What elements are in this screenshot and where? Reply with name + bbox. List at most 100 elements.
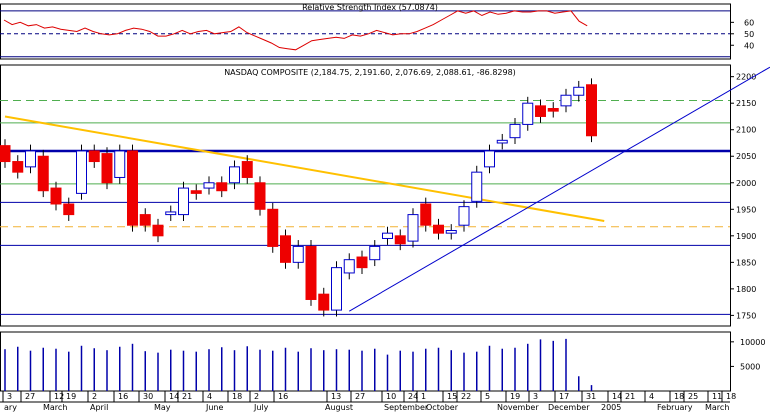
x-day-label: 27 [25,392,35,401]
candle-body [203,182,215,189]
volume-frame [0,331,731,392]
candle-body [343,259,355,274]
candle-body [445,230,457,234]
rsi-frame [0,3,731,60]
candle-body [573,86,585,96]
x-day-label: 16 [278,392,288,401]
x-day-label: 16 [118,392,128,401]
x-day-label: 19 [510,392,520,401]
x-day-label: 18 [232,392,242,401]
rsi-line [3,10,588,51]
candle-body [407,214,419,242]
candle-body [127,150,138,226]
candle-body [190,190,202,194]
candle-body [0,145,11,163]
candle-body [139,214,151,226]
x-day-label: 1 [421,392,426,401]
price-tick-label: 1950 [736,205,756,214]
candle-body [280,235,291,263]
x-day-label: 4 [649,392,654,401]
candle-body [76,150,87,194]
x-day-label: 15 [447,392,457,401]
x-day-label: 4 [207,392,212,401]
candle-body [63,203,75,216]
candle-body [178,187,189,216]
x-day-label: 22 [461,392,471,401]
candle-body [484,150,495,168]
candle-body [267,208,279,247]
x-month-label: March [43,403,67,412]
price-tick-label: 2050 [736,152,756,161]
x-day-label: 19 [66,392,76,401]
x-month-label: 2005 [601,403,621,412]
x-day-label: 3 [533,392,538,401]
x-month-label: July [253,403,269,412]
candle-body [229,166,240,184]
candle-body [394,235,406,245]
candle-body [37,155,49,192]
trendline [348,66,770,312]
x-day-label: 27 [355,392,365,401]
x-day-label: 18 [674,392,684,401]
rsi-tick-label: 60 [744,18,754,27]
price-tick-label: 1800 [736,285,756,294]
x-month-label: October [426,403,459,412]
x-day-label: 30 [143,392,153,401]
x-day-label: 2 [92,392,97,401]
x-day-label: 17 [559,392,569,401]
candle-body [216,182,228,192]
candle-body [318,293,330,311]
x-day-label: 18 [726,392,736,401]
x-day-label: 14 [169,392,179,401]
x-day-label: 25 [688,392,698,401]
candle-body [241,161,253,178]
x-month-label: May [154,403,171,412]
volume-tick-label: 5000 [740,362,760,371]
candle-body [433,224,444,234]
candle-body [165,211,177,216]
candle-body [496,139,508,144]
candle-body [292,245,304,263]
x-month-label: December [548,403,590,412]
candle-body [560,94,572,107]
x-day-label: 12 [54,392,64,401]
price-tick-label: 1850 [736,258,756,267]
price-tick-label: 1900 [736,232,756,241]
x-day-label: 24 [408,392,418,401]
candle-body [382,232,393,239]
candle-body [509,123,521,139]
candle-body [88,150,100,163]
x-day-label: 14 [612,392,622,401]
price-tick-label: 2100 [736,126,756,135]
x-day-label: 21 [625,392,635,401]
price-tick-label: 1750 [736,311,756,320]
rsi-tick-label: 40 [744,41,754,50]
price-tick-label: 2150 [736,99,756,108]
price-tick-label: 2000 [736,179,756,188]
x-axis: 3 27 12 19 2 16 30 14 21 4 18 2 16 13 27 10 24 1 15 22 5 19 3 1… [0,391,736,412]
candle-body [471,171,483,202]
rsi-tick-label: 50 [744,30,754,39]
candle-body [305,245,317,300]
candle-body [25,150,36,168]
x-day-label: 31 [586,392,596,401]
x-month-label: November [497,403,539,412]
candle-body [535,105,546,117]
x-day-label: 11 [712,392,722,401]
candle-body [12,161,24,173]
price-title: NASDAQ COMPOSITE (2,184.75, 2,191.60, 2,… [224,68,516,77]
volume-panel: 5000 10000 [0,331,765,392]
price-panel: 1750 1800 1850 1900 1950 2000 2050 2100 2150 2200 [0,64,770,327]
x-day-label: 10 [386,392,396,401]
candle-body [586,84,597,137]
candle-body [50,187,62,205]
candle-body [331,267,342,311]
x-month-label: February [657,403,693,412]
volume-tick-label: 10000 [740,338,765,347]
x-day-label: 21 [182,392,192,401]
candle-body [152,224,164,237]
x-month-label: June [205,403,224,412]
x-month-label: September [384,403,429,412]
